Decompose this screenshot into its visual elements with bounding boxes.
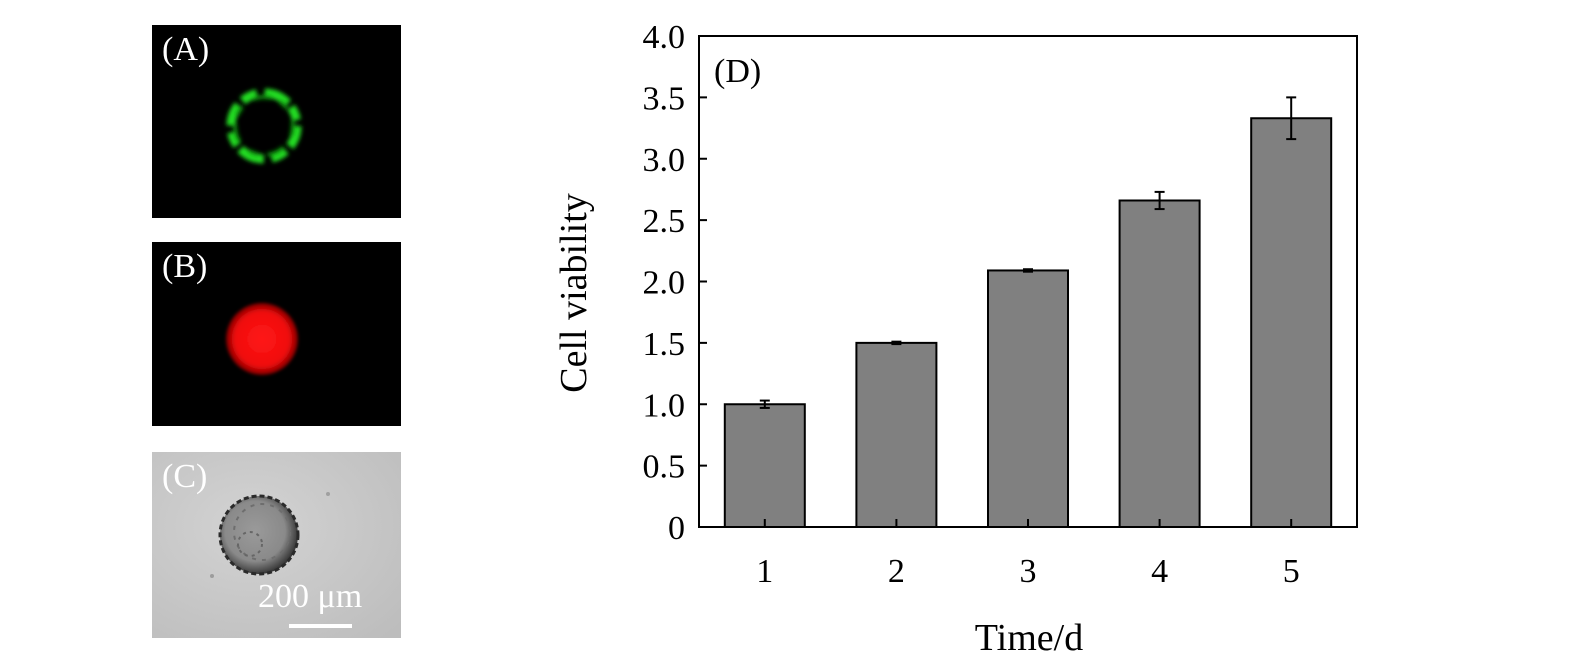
bar-3: [987, 269, 1069, 528]
bar-5: [1250, 117, 1333, 529]
x-tick-label-5: 5: [1283, 553, 1300, 590]
red-fluorescent-cell: [226, 303, 298, 375]
bar-2: [855, 341, 938, 528]
y-tick-label-0.5: 0.5: [643, 449, 686, 486]
error-bar-2: [891, 340, 902, 346]
brightfield-cell: [152, 452, 401, 638]
y-axis-label: Cell viability: [553, 193, 595, 392]
scale-bar: [289, 624, 352, 628]
micrograph-panel-a: (A): [152, 25, 401, 218]
error-bar-3: [1023, 268, 1033, 273]
y-tick-label-0: 0: [668, 510, 685, 547]
y-tick-label-4.0: 4.0: [643, 19, 686, 56]
x-tick-label-4: 4: [1151, 553, 1168, 590]
bar-4: [1118, 199, 1201, 529]
bar-1: [723, 403, 806, 528]
y-tick-label-3.0: 3.0: [643, 142, 686, 179]
panel-a-label: (A): [162, 31, 210, 68]
x-tick-label-1: 1: [756, 553, 773, 590]
y-tick-label-1.5: 1.5: [643, 326, 686, 363]
x-axis-label: Time/d: [975, 617, 1083, 659]
green-fluorescent-cell: [226, 88, 302, 164]
panel-d-label: (D): [714, 53, 761, 90]
y-tick-label-2.0: 2.0: [643, 265, 686, 302]
x-tick-label-3: 3: [1020, 553, 1037, 590]
y-tick-label-2.5: 2.5: [643, 203, 686, 240]
y-tick-label-3.5: 3.5: [643, 80, 686, 117]
micrograph-panel-b: (B): [152, 242, 401, 426]
y-tick-label-1.0: 1.0: [643, 387, 686, 424]
error-bar-5: [1286, 96, 1297, 141]
error-bar-4: [1154, 190, 1165, 211]
micrograph-panel-c: (C) 200 μm: [152, 452, 401, 638]
x-tick-label-2: 2: [888, 553, 905, 590]
panel-b-label: (B): [162, 248, 208, 285]
scale-bar-label: 200 μm: [258, 578, 363, 615]
panel-c-label: (C): [162, 458, 208, 495]
error-bar-1: [759, 399, 770, 409]
